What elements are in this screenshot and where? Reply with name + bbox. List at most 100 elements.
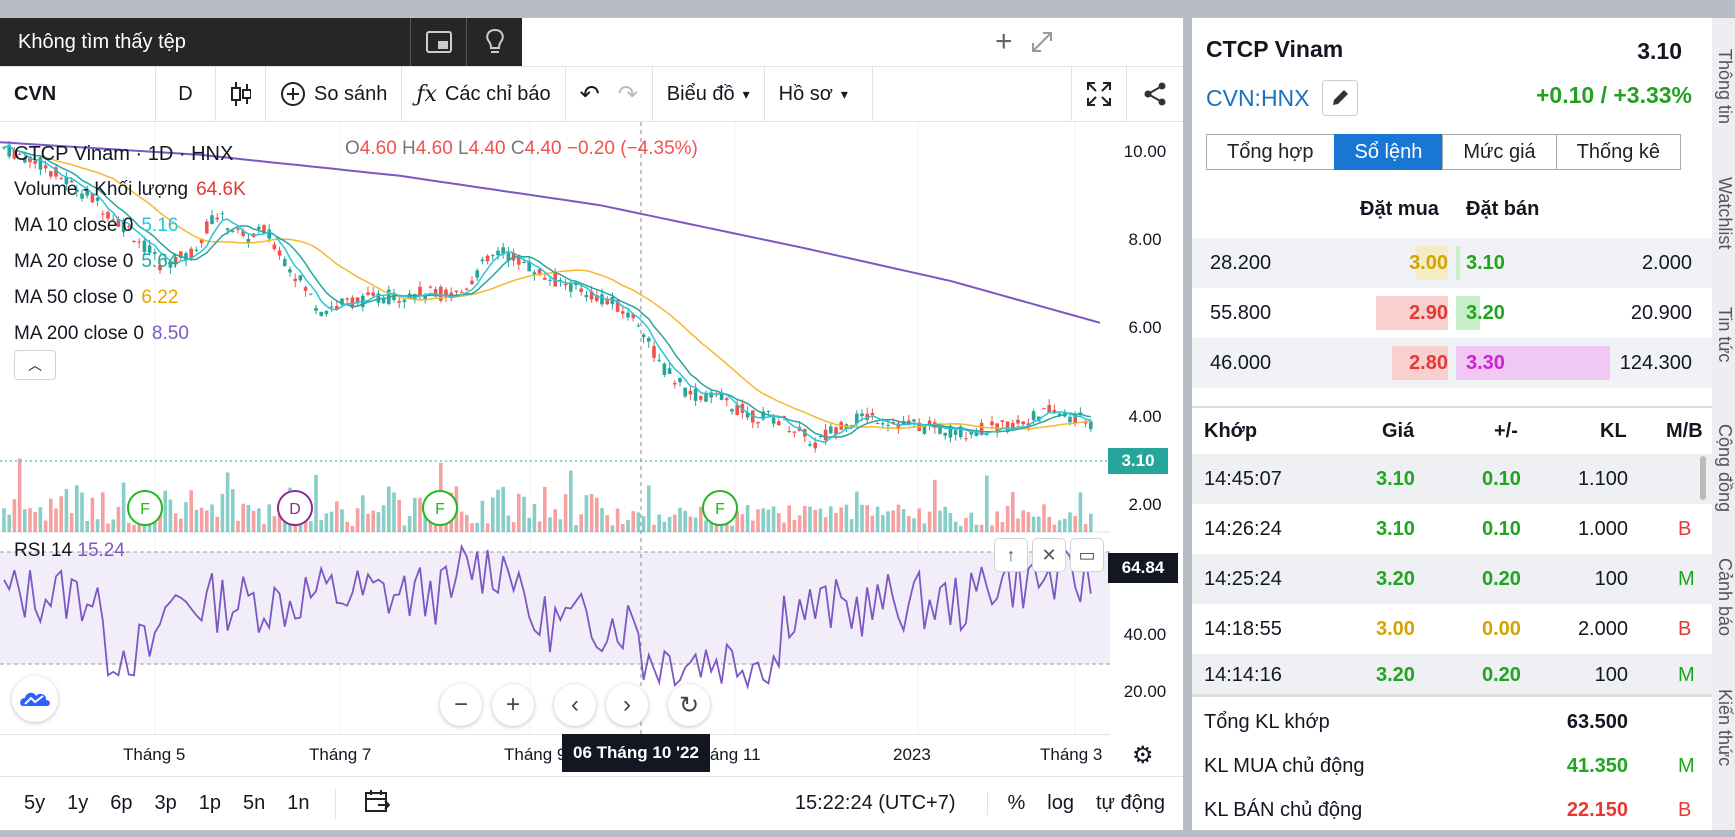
sell-price[interactable]: 3.30 bbox=[1466, 352, 1505, 374]
price-axis[interactable]: 10.00 8.00 6.00 4.00 2.00 60.00 40.00 20… bbox=[1110, 122, 1183, 734]
volume-bar bbox=[127, 522, 131, 532]
tab-price-levels[interactable]: Mức giá bbox=[1442, 134, 1557, 170]
candle bbox=[1021, 421, 1025, 425]
time-axis[interactable]: Tháng 5 Tháng 7 Tháng 9 Tháng 11 2023 Th… bbox=[0, 734, 1154, 776]
interval-button[interactable]: D bbox=[156, 66, 216, 122]
volume-bar bbox=[1078, 492, 1083, 532]
side-tab-info[interactable]: Thông tin bbox=[1715, 49, 1735, 125]
function-icon: ƒx bbox=[416, 81, 437, 107]
scroll-left-icon[interactable]: ‹ bbox=[554, 684, 596, 726]
summary-row: KL BÁN chủ động 22.150 B bbox=[1192, 785, 1712, 835]
stock-code-label[interactable]: CVN:HNX bbox=[1206, 84, 1310, 111]
event-marker bbox=[702, 490, 738, 526]
candle bbox=[605, 298, 609, 305]
side-tab-watchlist[interactable]: Watchlist bbox=[1715, 176, 1735, 250]
chevron-down-icon: ▾ bbox=[742, 85, 750, 102]
side-tab-news[interactable]: Tin tức bbox=[1715, 307, 1735, 363]
expand-icon[interactable] bbox=[1029, 29, 1055, 55]
volume-bar bbox=[418, 497, 422, 532]
y-tick: 4.00 bbox=[1128, 407, 1162, 426]
auto-toggle[interactable]: tự động bbox=[1096, 792, 1165, 814]
candle bbox=[480, 259, 485, 262]
buy-price[interactable]: 3.00 bbox=[1409, 252, 1448, 274]
candle bbox=[584, 294, 589, 298]
volume-bar bbox=[662, 521, 667, 532]
volume-bar bbox=[251, 510, 256, 532]
idea-button[interactable] bbox=[466, 18, 522, 66]
compare-button[interactable]: So sánh bbox=[266, 66, 403, 122]
share-button[interactable] bbox=[1127, 66, 1183, 122]
range-6m[interactable]: 6p bbox=[110, 792, 133, 814]
range-1d[interactable]: 1n bbox=[287, 792, 310, 814]
goto-date-button[interactable] bbox=[334, 788, 401, 819]
chart-type-dropdown[interactable]: Biểu đồ ▾ bbox=[653, 66, 765, 122]
tab-orderbook[interactable]: Sổ lệnh bbox=[1333, 134, 1444, 170]
volume-bar bbox=[54, 508, 58, 532]
symbol-field[interactable]: CVN bbox=[0, 66, 156, 122]
range-1m[interactable]: 1p bbox=[198, 792, 221, 814]
arrow-up-icon[interactable]: ↑ bbox=[994, 538, 1028, 572]
indicators-button[interactable]: ƒx Các chỉ báo bbox=[402, 66, 566, 122]
tab-statistics[interactable]: Thống kê bbox=[1555, 134, 1682, 170]
range-3m[interactable]: 3p bbox=[154, 792, 177, 814]
settings-gear-icon[interactable]: ⚙ bbox=[1132, 742, 1154, 769]
edit-button[interactable] bbox=[1321, 80, 1358, 116]
candle bbox=[959, 426, 963, 438]
candle bbox=[985, 433, 989, 435]
volume-bar bbox=[745, 505, 750, 532]
zoom-in-icon[interactable]: + bbox=[492, 684, 534, 726]
close-icon[interactable]: ✕ bbox=[1032, 538, 1066, 572]
tab-summary[interactable]: Tổng hợp bbox=[1206, 134, 1335, 170]
log-toggle[interactable]: log bbox=[1047, 792, 1074, 814]
range-1y[interactable]: 1y bbox=[67, 792, 89, 814]
undo-icon[interactable]: ↶ bbox=[579, 80, 600, 108]
volume-bar bbox=[558, 519, 563, 532]
candle bbox=[548, 279, 552, 281]
side-tab-community[interactable]: Cộng đồng bbox=[1715, 423, 1735, 513]
chart-toolbar: CVN D So sánh ƒx Các chỉ báo ↶ ↷ Biểu đồ… bbox=[0, 66, 1183, 122]
volume-bar bbox=[496, 489, 500, 532]
match-scrollbar[interactable] bbox=[1700, 456, 1706, 500]
percent-toggle[interactable]: % bbox=[986, 792, 1037, 815]
candle bbox=[761, 411, 765, 420]
y-tick: 10.00 bbox=[1123, 142, 1167, 161]
chart-style-button[interactable] bbox=[216, 66, 266, 122]
event-marker bbox=[127, 490, 163, 526]
buy-price[interactable]: 2.80 bbox=[1409, 352, 1448, 374]
range-5y[interactable]: 5y bbox=[24, 792, 46, 814]
tradingview-logo[interactable] bbox=[12, 676, 58, 722]
candle bbox=[142, 240, 147, 253]
clock-time[interactable]: 15:22:24 (UTC+7) bbox=[794, 792, 956, 814]
sell-price[interactable]: 3.10 bbox=[1466, 252, 1505, 274]
zoom-out-icon[interactable]: − bbox=[440, 684, 482, 726]
volume-bar bbox=[969, 512, 973, 532]
candle bbox=[865, 413, 869, 421]
maximize-icon[interactable]: ▭ bbox=[1070, 538, 1104, 572]
buy-price[interactable]: 2.90 bbox=[1409, 302, 1448, 324]
summary-row: Tổng KL khớp 63.500 bbox=[1192, 697, 1712, 747]
volume-bar bbox=[522, 496, 526, 532]
legend-collapse-button[interactable]: ︿ bbox=[14, 350, 56, 380]
volume-bar bbox=[917, 508, 921, 532]
profile-dropdown[interactable]: Hồ sơ ▾ bbox=[765, 66, 873, 122]
picture-in-picture-button[interactable] bbox=[410, 18, 466, 66]
candle bbox=[246, 238, 251, 243]
candle bbox=[470, 280, 474, 285]
candle bbox=[454, 290, 459, 293]
scroll-right-icon[interactable]: › bbox=[606, 684, 648, 726]
side-tab-alerts[interactable]: Cảnh báo bbox=[1715, 557, 1735, 637]
candle bbox=[1042, 408, 1046, 410]
fullscreen-button[interactable] bbox=[1071, 66, 1127, 122]
reset-icon[interactable]: ↻ bbox=[668, 684, 710, 726]
add-tab-icon[interactable]: + bbox=[995, 25, 1013, 58]
orderbook-row: 28.200 3.00 3.10 2.000 bbox=[1192, 238, 1712, 288]
side-tab-knowledge[interactable]: Kiến thức bbox=[1715, 689, 1735, 767]
stock-code: CVN:HNX bbox=[1206, 80, 1358, 116]
redo-icon[interactable]: ↷ bbox=[617, 80, 638, 108]
range-5d[interactable]: 5n bbox=[243, 792, 266, 814]
match-volume: 1.000 bbox=[1577, 518, 1628, 540]
sell-price[interactable]: 3.20 bbox=[1466, 302, 1505, 324]
candle bbox=[111, 219, 115, 221]
chart-legend: CTCP Vinam · 1D · HNX Volume - Khối lượn… bbox=[14, 136, 246, 352]
